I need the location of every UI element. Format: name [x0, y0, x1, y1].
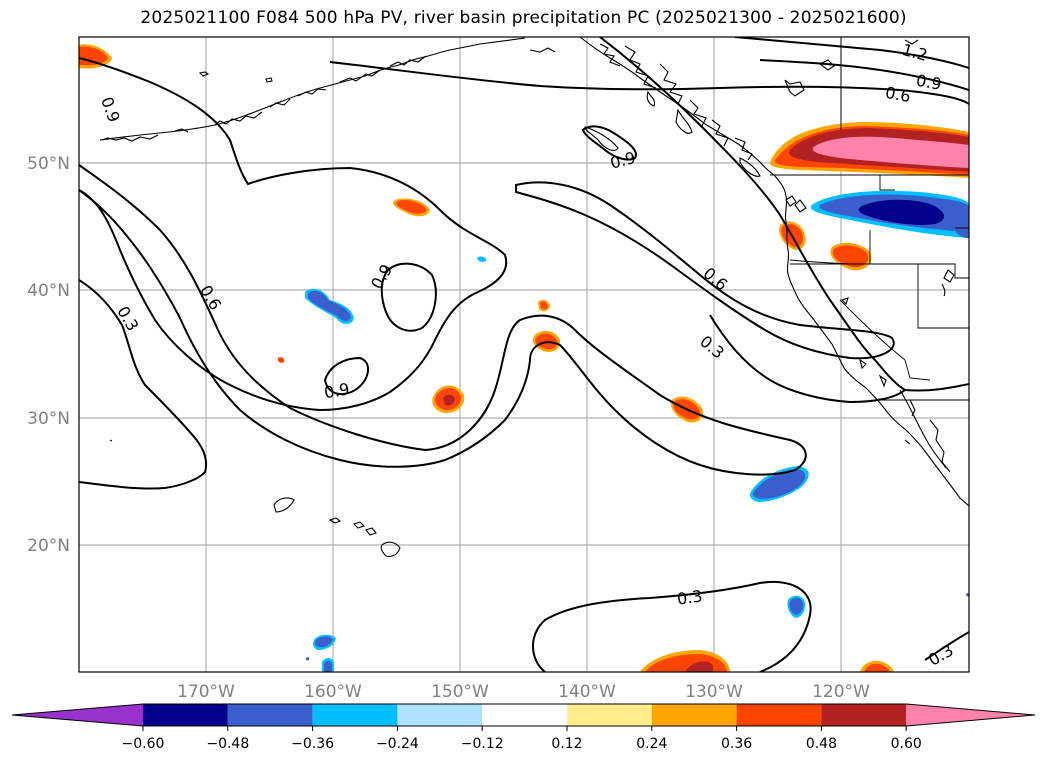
colorbar-tick-label: −0.12	[461, 736, 504, 752]
negative-precip-region	[752, 469, 806, 499]
contour-label: 0.9	[915, 71, 943, 94]
negative-precip-region	[308, 290, 351, 322]
colorbar-tick-label: 0.48	[806, 736, 837, 752]
political-borders	[770, 37, 969, 401]
lon-label: 150°W	[431, 682, 489, 702]
negative-precip-region	[966, 592, 969, 597]
colorbar-tick-label: 0.12	[551, 736, 582, 752]
colorbar-extend-low	[12, 704, 143, 726]
colorbar-segment	[227, 704, 313, 726]
graticule	[79, 37, 969, 672]
colorbar-tick-label: −0.48	[206, 736, 249, 752]
coastlines	[99, 37, 969, 558]
positive-precip-region	[540, 301, 548, 310]
colorbar-segment	[482, 704, 567, 726]
pv-contours	[79, 37, 969, 672]
colorbar-segment	[821, 704, 907, 726]
positive-precip-region	[685, 661, 714, 672]
lat-label: 30°N	[27, 409, 70, 429]
colorbar-tick-label: −0.60	[122, 736, 165, 752]
negative-precip-region	[305, 657, 310, 661]
negative-precip-region	[858, 199, 945, 225]
contour-label: 0.3	[676, 586, 704, 608]
colorbar-segment	[397, 704, 483, 726]
colorbar-segment	[736, 704, 822, 726]
colorbar-extend-high	[906, 704, 1035, 726]
lon-label: 160°W	[304, 682, 362, 702]
lat-label: 20°N	[27, 536, 70, 556]
latitude-labels: 50°N 40°N 30°N 20°N	[27, 154, 70, 556]
colorbar-tick-label: 0.24	[636, 736, 667, 752]
lon-label: 170°W	[177, 682, 235, 702]
positive-precip-region	[443, 394, 455, 406]
map-title: 2025021100 F084 500 hPa PV, river basin …	[140, 8, 907, 28]
positive-precip-region	[864, 663, 890, 672]
colorbar-segment	[567, 704, 652, 726]
colorbar-tick-label: −0.24	[376, 736, 419, 752]
colorbar-tick-label: 0.60	[891, 736, 922, 752]
lon-label: 120°W	[812, 682, 870, 702]
positive-precip-region	[812, 136, 969, 168]
contour-label: 0.9	[323, 379, 351, 402]
negative-precip-region	[477, 256, 487, 262]
negative-precip-region	[315, 636, 333, 648]
negative-precip-region	[955, 226, 969, 238]
contour-label: 0.6	[884, 83, 912, 106]
longitude-labels: 170°W 160°W 150°W 140°W 130°W 120°W	[177, 682, 870, 702]
colorbar: −0.60 −0.48 −0.36 −0.24 −0.12 0.12 0.24 0.36 0.4…	[11, 703, 1036, 752]
positive-precip-region	[396, 200, 427, 214]
precipitation-shading	[79, 44, 969, 672]
positive-precip-region	[832, 245, 869, 268]
negative-precip-region	[324, 660, 332, 672]
lon-label: 130°W	[685, 682, 743, 702]
colorbar-segment	[651, 704, 737, 726]
map-frame	[78, 36, 970, 673]
colorbar-tick-label: 0.36	[721, 736, 752, 752]
colorbar-segment	[312, 704, 398, 726]
lon-label: 140°W	[558, 682, 616, 702]
colorbar-segment	[143, 704, 228, 726]
negative-precip-region	[789, 597, 804, 615]
lat-label: 40°N	[27, 281, 70, 301]
lat-label: 50°N	[27, 154, 70, 174]
colorbar-tick-label: −0.36	[291, 736, 334, 752]
positive-precip-region	[277, 357, 285, 363]
